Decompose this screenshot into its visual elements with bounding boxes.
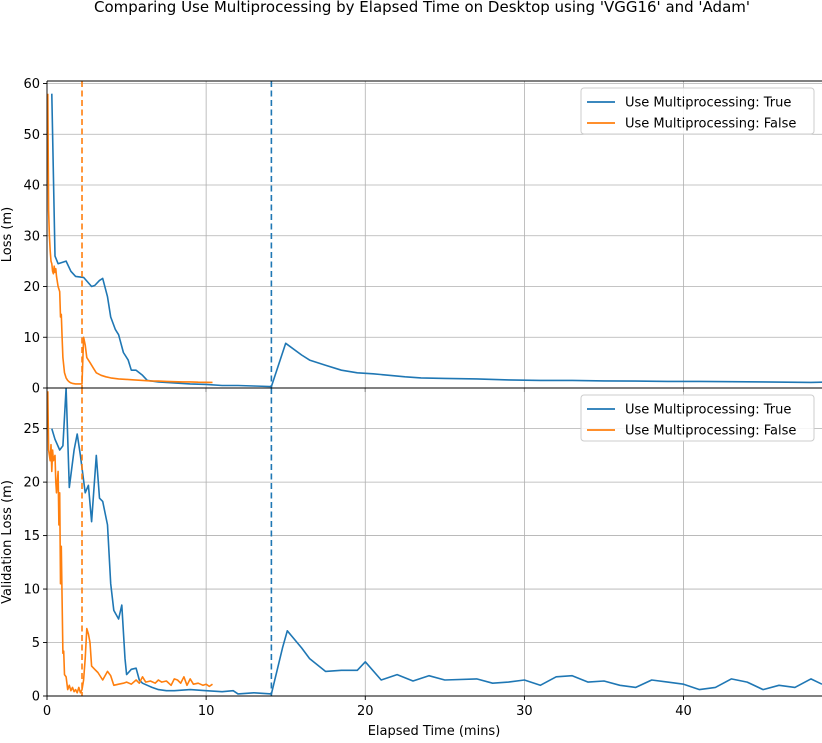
legend-entry: Use Multiprocessing: False [625,424,796,439]
legend: Use Multiprocessing: True Use Multiproces… [580,87,815,135]
x-tick-label: 0 [43,704,51,719]
x-tick-label: 10 [198,704,215,719]
legend-entry: Use Multiprocessing: True [625,403,791,418]
y-tick-label: 0 [32,690,40,705]
y-tick-label: 10 [23,583,40,598]
legend: Use Multiprocessing: True Use Multiproces… [580,394,815,442]
y-tick-label: 0 [32,382,40,397]
y-tick-label: 40 [23,179,40,194]
y-tick-label: 20 [23,280,40,295]
chart-title: Comparing Use Multiprocessing by Elapsed… [94,0,750,16]
series-lines [47,388,822,695]
y-tick-label: 5 [32,636,40,651]
y-axis-label: Validation Loss (m) [0,480,15,604]
x-tick-label: 30 [516,704,533,719]
y-tick-label: 60 [23,77,40,92]
x-tick-label: 40 [675,704,692,719]
legend-entry: Use Multiprocessing: True [625,96,791,111]
series-line-false [47,93,213,385]
y-tick-label: 30 [23,229,40,244]
y-tick-label: 10 [23,331,40,346]
y-tick-label: 20 [23,476,40,491]
y-tick-label: 15 [23,529,40,544]
y-axis-label: Loss (m) [0,207,15,262]
legend-entry: Use Multiprocessing: False [625,117,796,132]
x-tick-label: 20 [357,704,374,719]
legend-box [580,394,815,442]
y-tick-label: 25 [23,422,40,437]
series-line-true [51,388,822,695]
y-tick-label: 50 [23,128,40,143]
panel-2: 0 5 10 15 20 25 0 10 20 30 40 Validation Loss (m) Us… [0,387,822,719]
series-line-false [47,391,213,694]
series-line-true [51,93,822,388]
panel-1: 0 10 20 30 40 50 60 Loss (m) Use Multiprocessing… [0,77,822,397]
x-axis-label: Elapsed Time (mins) [368,724,501,739]
legend-box [580,87,815,135]
series-lines [47,93,822,388]
